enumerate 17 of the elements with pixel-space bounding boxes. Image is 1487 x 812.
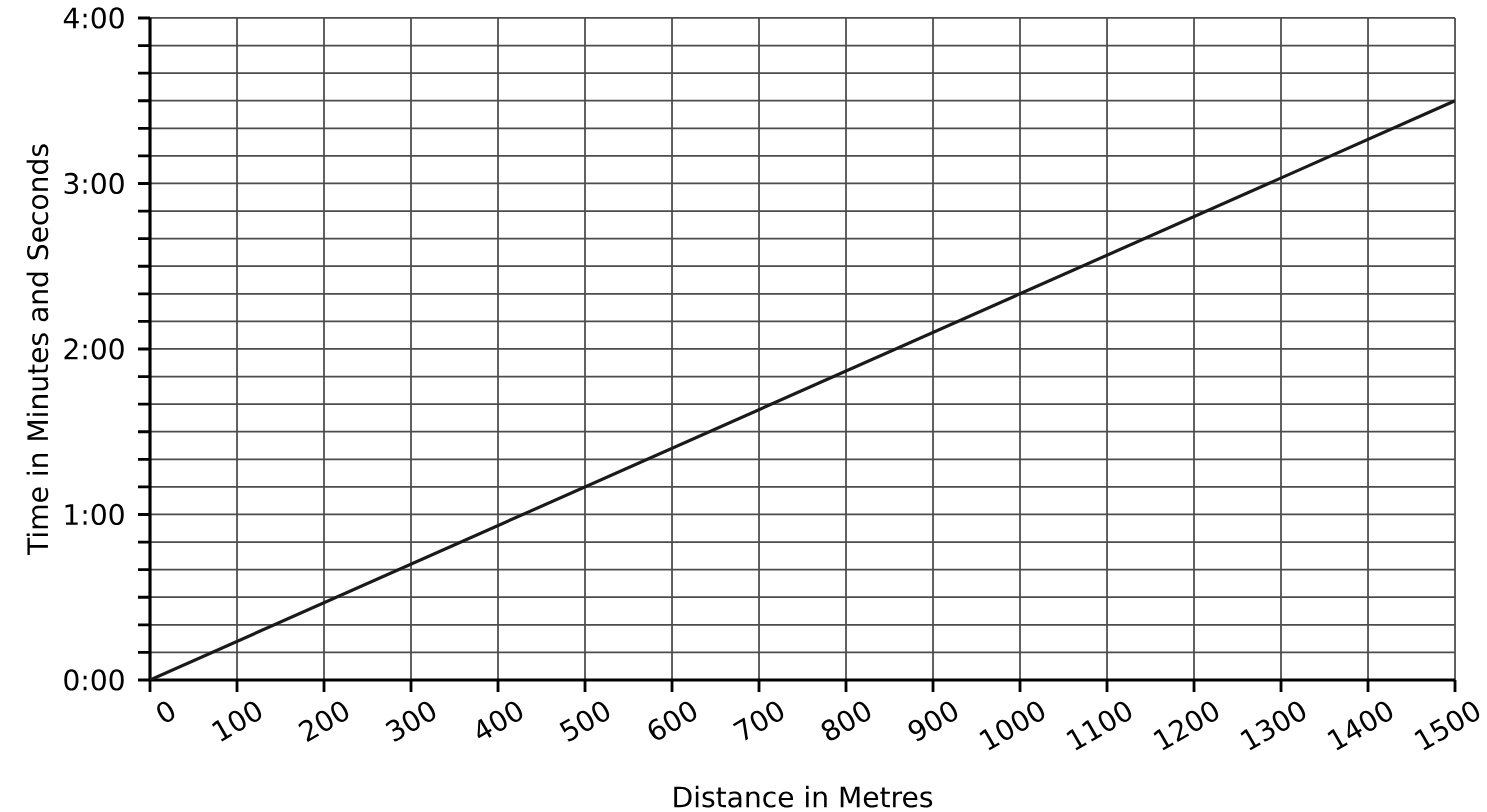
x-tick-label: 500 [559, 701, 610, 742]
y-tick-label: 4:00 [63, 7, 124, 29]
x-tick-label: 0 [157, 701, 175, 722]
x-tick-label: 300 [385, 701, 436, 742]
x-tick-label: 400 [477, 701, 523, 739]
y-tick-label: 3:00 [64, 172, 124, 195]
x-tick-label: 600 [648, 701, 697, 740]
y-tick-label: 2:00 [64, 338, 124, 360]
y-tick-label: 1:00 [65, 503, 124, 526]
x-axis-title: Distance in Metres [674, 785, 933, 808]
x-tick-label: 100 [211, 701, 262, 742]
x-tick-label: 200 [298, 701, 349, 743]
x-tick-label: 900 [908, 701, 958, 742]
x-tick-label: 700 [732, 701, 784, 741]
y-tick-label: 0:00 [64, 669, 124, 691]
x-tick-label: 800 [821, 701, 871, 741]
y-axis-title: Time in Minutes and Seconds [26, 144, 49, 555]
